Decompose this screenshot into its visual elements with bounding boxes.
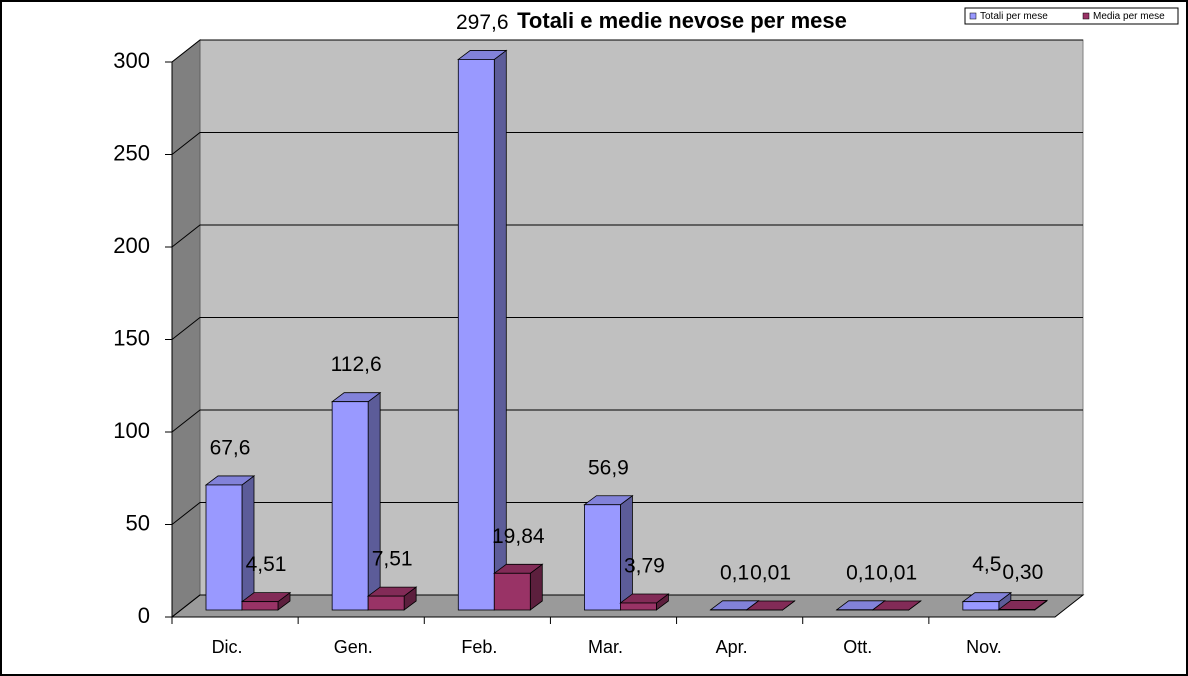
grid-line bbox=[171, 409, 1083, 433]
data-label: 7,51 bbox=[372, 548, 413, 571]
x-tick-label: Mar. bbox=[588, 637, 623, 657]
x-tick-label: Apr. bbox=[716, 637, 748, 657]
grid-line bbox=[171, 39, 1083, 63]
data-label: 0,1 bbox=[720, 561, 749, 584]
bar-side bbox=[241, 475, 255, 611]
bar bbox=[493, 572, 531, 611]
bar bbox=[331, 401, 369, 611]
data-label: 112,6 bbox=[331, 353, 382, 376]
bar bbox=[620, 602, 657, 611]
grid-line bbox=[171, 594, 1083, 618]
x-tick-label: Feb. bbox=[461, 637, 497, 657]
bar bbox=[205, 484, 243, 611]
data-label: 4,5 bbox=[972, 553, 1001, 576]
legend bbox=[964, 7, 1179, 25]
bar bbox=[962, 601, 1000, 611]
y-tick-label: 100 bbox=[113, 418, 150, 443]
bar bbox=[457, 59, 495, 611]
bar bbox=[367, 595, 405, 611]
legend-swatch bbox=[969, 12, 977, 20]
bar bbox=[998, 609, 1036, 611]
y-tick-label: 150 bbox=[113, 325, 150, 350]
bar bbox=[241, 601, 279, 611]
bar bbox=[584, 504, 621, 611]
data-label: 67,6 bbox=[210, 436, 251, 459]
data-label: 297,6 bbox=[456, 11, 509, 34]
x-tick-label: Gen. bbox=[334, 637, 373, 657]
y-tick-label: 300 bbox=[113, 48, 150, 73]
y-tick-label: 200 bbox=[113, 233, 150, 258]
data-label: 0,30 bbox=[1002, 561, 1043, 584]
bar-side bbox=[620, 494, 633, 611]
legend-swatch bbox=[1082, 12, 1090, 20]
x-tick-label: Dic. bbox=[212, 637, 243, 657]
grid-line bbox=[171, 502, 1083, 525]
data-label: 3,79 bbox=[624, 555, 665, 578]
grid-line bbox=[171, 224, 1083, 248]
data-label: 19,84 bbox=[492, 525, 545, 548]
grid-line bbox=[171, 317, 1083, 340]
data-label: 0,01 bbox=[750, 562, 791, 585]
data-label: 56,9 bbox=[588, 456, 629, 479]
data-label: 4,51 bbox=[246, 553, 287, 576]
x-tick-label: Nov. bbox=[966, 637, 1002, 657]
bar-side bbox=[367, 391, 381, 611]
grid-line bbox=[171, 132, 1083, 155]
y-tick-label: 250 bbox=[113, 140, 150, 165]
x-tick-label: Ott. bbox=[843, 637, 872, 657]
y-tick-label: 0 bbox=[138, 603, 150, 628]
chart-title: Totali e medie nevose per mese bbox=[517, 8, 847, 33]
legend-label: Totali per mese bbox=[980, 11, 1048, 22]
data-label: 0,01 bbox=[876, 562, 917, 585]
data-label: 0,1 bbox=[846, 561, 875, 584]
y-tick-label: 50 bbox=[126, 510, 150, 535]
legend-label: Media per mese bbox=[1093, 11, 1165, 22]
